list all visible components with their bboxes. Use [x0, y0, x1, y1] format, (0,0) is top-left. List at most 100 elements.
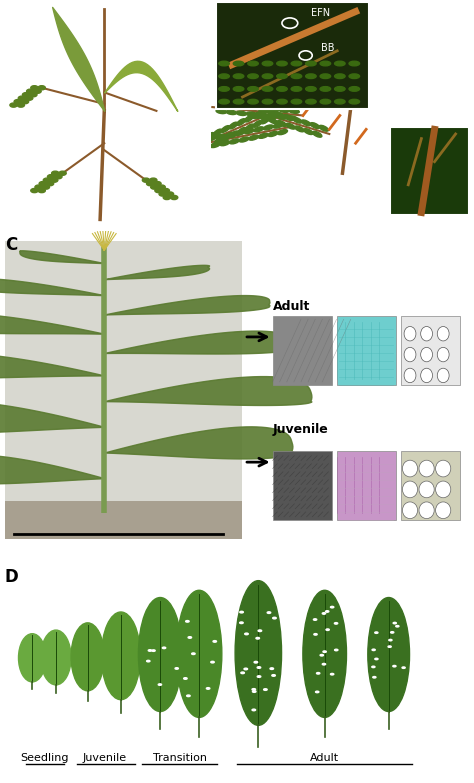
Ellipse shape — [154, 182, 161, 186]
Circle shape — [335, 649, 338, 651]
Circle shape — [213, 640, 217, 642]
Circle shape — [241, 672, 245, 673]
Ellipse shape — [402, 502, 418, 518]
Ellipse shape — [262, 87, 273, 92]
Ellipse shape — [166, 192, 173, 196]
Ellipse shape — [437, 348, 449, 362]
Ellipse shape — [158, 185, 165, 189]
Ellipse shape — [320, 61, 331, 66]
Ellipse shape — [287, 116, 297, 120]
Ellipse shape — [31, 85, 38, 90]
Ellipse shape — [18, 633, 46, 682]
Circle shape — [245, 633, 248, 635]
Ellipse shape — [229, 131, 238, 138]
Ellipse shape — [59, 171, 66, 175]
Ellipse shape — [233, 99, 244, 104]
Ellipse shape — [46, 182, 54, 186]
Ellipse shape — [229, 122, 237, 129]
Ellipse shape — [292, 117, 302, 123]
Circle shape — [314, 633, 317, 635]
FancyBboxPatch shape — [273, 451, 332, 520]
Text: Juvenile: Juvenile — [273, 424, 328, 436]
Ellipse shape — [349, 99, 360, 104]
Ellipse shape — [214, 138, 222, 145]
Circle shape — [373, 677, 376, 678]
Ellipse shape — [404, 327, 416, 341]
Circle shape — [256, 637, 259, 639]
Ellipse shape — [221, 125, 230, 132]
Text: D: D — [5, 568, 18, 586]
Ellipse shape — [295, 126, 304, 132]
Ellipse shape — [233, 87, 244, 92]
Ellipse shape — [335, 61, 345, 66]
Ellipse shape — [262, 74, 273, 78]
Ellipse shape — [163, 196, 171, 200]
Ellipse shape — [51, 178, 58, 182]
Circle shape — [253, 691, 256, 692]
Circle shape — [396, 626, 399, 627]
Ellipse shape — [220, 141, 230, 146]
Ellipse shape — [275, 112, 284, 117]
Ellipse shape — [269, 107, 279, 111]
Ellipse shape — [205, 132, 214, 139]
Circle shape — [163, 647, 166, 648]
Circle shape — [267, 612, 271, 613]
Ellipse shape — [216, 109, 227, 114]
Ellipse shape — [52, 171, 59, 175]
Ellipse shape — [159, 192, 166, 196]
Ellipse shape — [39, 182, 46, 186]
Ellipse shape — [235, 131, 245, 135]
Circle shape — [240, 622, 243, 623]
Ellipse shape — [268, 132, 278, 136]
Ellipse shape — [306, 74, 316, 78]
Ellipse shape — [248, 99, 258, 104]
Ellipse shape — [71, 622, 104, 691]
Ellipse shape — [219, 103, 229, 106]
Ellipse shape — [286, 123, 295, 129]
Ellipse shape — [306, 99, 316, 104]
Ellipse shape — [237, 119, 246, 125]
Ellipse shape — [138, 597, 182, 712]
Circle shape — [264, 689, 267, 691]
Circle shape — [402, 667, 405, 669]
FancyBboxPatch shape — [273, 316, 332, 385]
Ellipse shape — [146, 182, 154, 186]
Ellipse shape — [236, 111, 246, 115]
Ellipse shape — [303, 128, 313, 135]
Ellipse shape — [260, 108, 269, 115]
Ellipse shape — [273, 123, 283, 128]
Ellipse shape — [349, 74, 360, 78]
Ellipse shape — [289, 109, 299, 114]
Circle shape — [326, 629, 329, 630]
Ellipse shape — [229, 139, 239, 144]
Circle shape — [148, 650, 152, 651]
Circle shape — [152, 650, 155, 651]
Ellipse shape — [269, 114, 277, 121]
Ellipse shape — [420, 368, 432, 383]
Ellipse shape — [320, 99, 331, 104]
Circle shape — [211, 662, 214, 663]
Circle shape — [326, 611, 329, 612]
Ellipse shape — [291, 74, 301, 78]
Circle shape — [334, 622, 337, 624]
Ellipse shape — [246, 112, 257, 117]
Text: Adult: Adult — [310, 753, 339, 763]
Ellipse shape — [38, 85, 46, 90]
Ellipse shape — [248, 61, 258, 66]
Ellipse shape — [368, 597, 410, 712]
Ellipse shape — [436, 502, 451, 518]
Circle shape — [323, 651, 326, 652]
Ellipse shape — [238, 104, 249, 109]
Ellipse shape — [277, 87, 287, 92]
Ellipse shape — [27, 89, 34, 93]
Circle shape — [188, 637, 191, 638]
Ellipse shape — [248, 74, 258, 78]
Text: Adult: Adult — [273, 300, 310, 312]
Ellipse shape — [245, 115, 253, 122]
FancyBboxPatch shape — [5, 500, 242, 539]
Circle shape — [252, 709, 255, 711]
Ellipse shape — [162, 189, 170, 193]
Ellipse shape — [306, 61, 316, 66]
Ellipse shape — [256, 113, 267, 117]
FancyBboxPatch shape — [401, 451, 460, 520]
